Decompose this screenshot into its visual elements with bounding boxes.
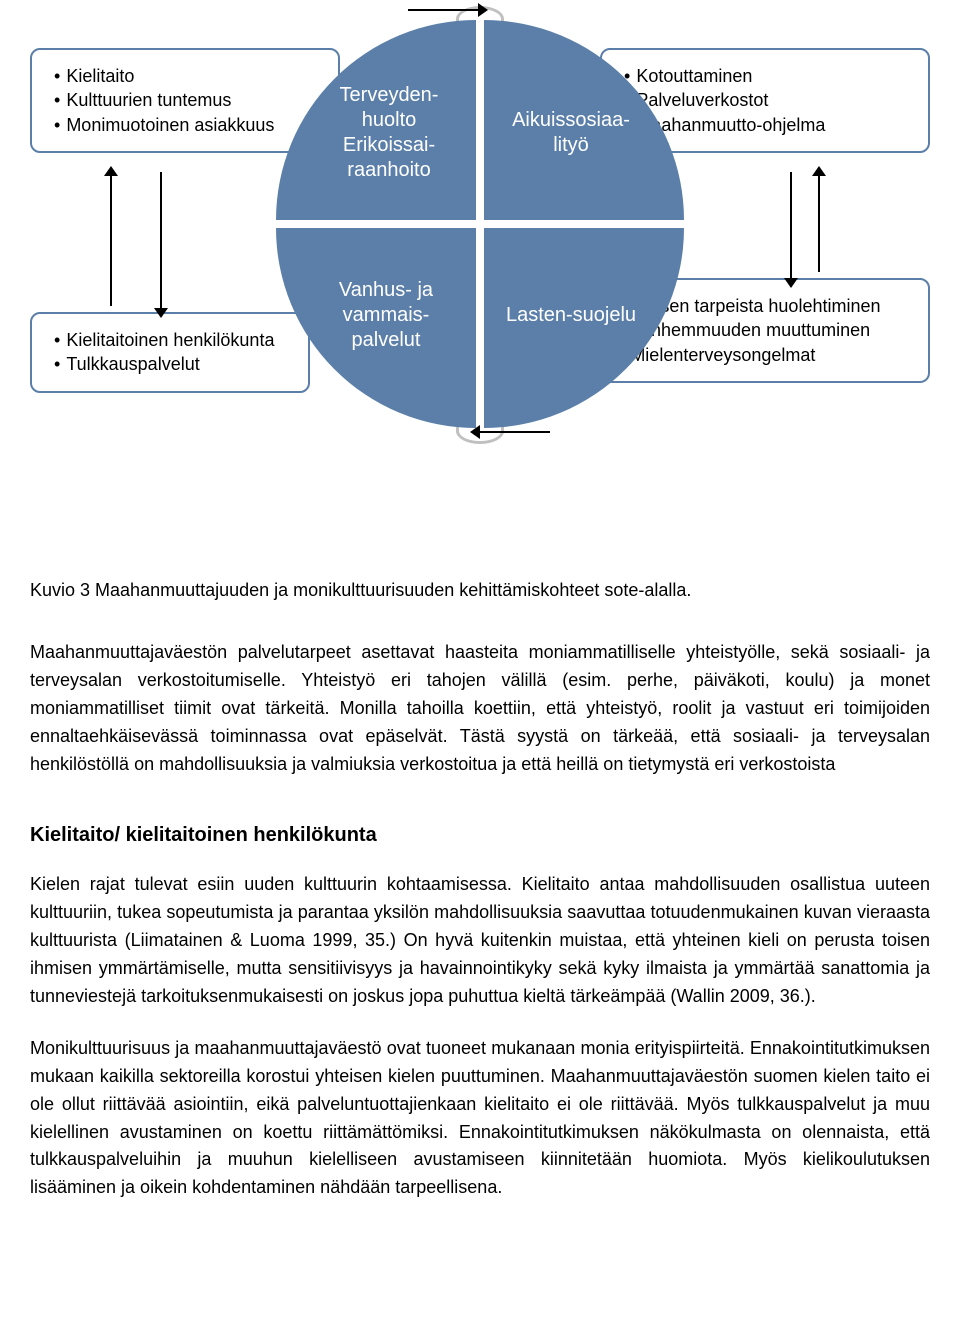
q-tr-l1: Aikuissosiaa-lityö — [504, 108, 638, 158]
arrow-br-up — [818, 176, 820, 272]
arrow-bl-up — [110, 176, 112, 306]
services-diagram: •Kielitaito •Kulttuurien tuntemus •Monim… — [30, 0, 930, 540]
q-tl-l2: Erikoissai-raanhoito — [322, 133, 456, 183]
figure-caption: Kuvio 3 Maahanmuuttajuuden ja monikulttu… — [30, 580, 930, 601]
box-bl-line1: Kielitaitoinen henkilökunta — [66, 328, 274, 352]
box-tl-line3: Monimuotoinen asiakkuus — [66, 113, 274, 137]
box-bottom-left: •Kielitaitoinen henkilökunta •Tulkkauspa… — [30, 312, 310, 393]
box-tl-line1: Kielitaito — [66, 64, 134, 88]
q-bl-l1: Vanhus- ja vammais-palvelut — [316, 278, 456, 353]
arrow-tl-down — [160, 172, 162, 308]
arrow-top-right — [408, 2, 488, 18]
quadrant-top-right: Aikuissosiaa-lityö — [484, 20, 684, 220]
quadrant-bottom-right: Lasten-suojelu — [484, 228, 684, 428]
circle-diagram: Terveyden-huolto Erikoissai-raanhoito Ai… — [276, 20, 684, 428]
paragraph-intro: Maahanmuuttajaväestön palvelutarpeet ase… — [30, 639, 930, 778]
quadrant-bottom-left: Vanhus- ja vammais-palvelut — [276, 228, 476, 428]
box-bl-line2: Tulkkauspalvelut — [66, 352, 199, 376]
quadrant-top-left: Terveyden-huolto Erikoissai-raanhoito — [276, 20, 476, 220]
arrow-tr-down — [790, 172, 792, 278]
q-br-l1: Lasten-suojelu — [504, 303, 638, 328]
section-heading: Kielitaito/ kielitaitoinen henkilökunta — [30, 824, 930, 847]
paragraph-body-1: Kielen rajat tulevat esiin uuden kulttuu… — [30, 871, 930, 1010]
box-tl-line2: Kulttuurien tuntemus — [66, 88, 231, 112]
q-tl-l1: Terveyden-huolto — [322, 83, 456, 133]
paragraph-body-2: Monikulttuurisuus ja maahanmuuttajaväest… — [30, 1035, 930, 1202]
